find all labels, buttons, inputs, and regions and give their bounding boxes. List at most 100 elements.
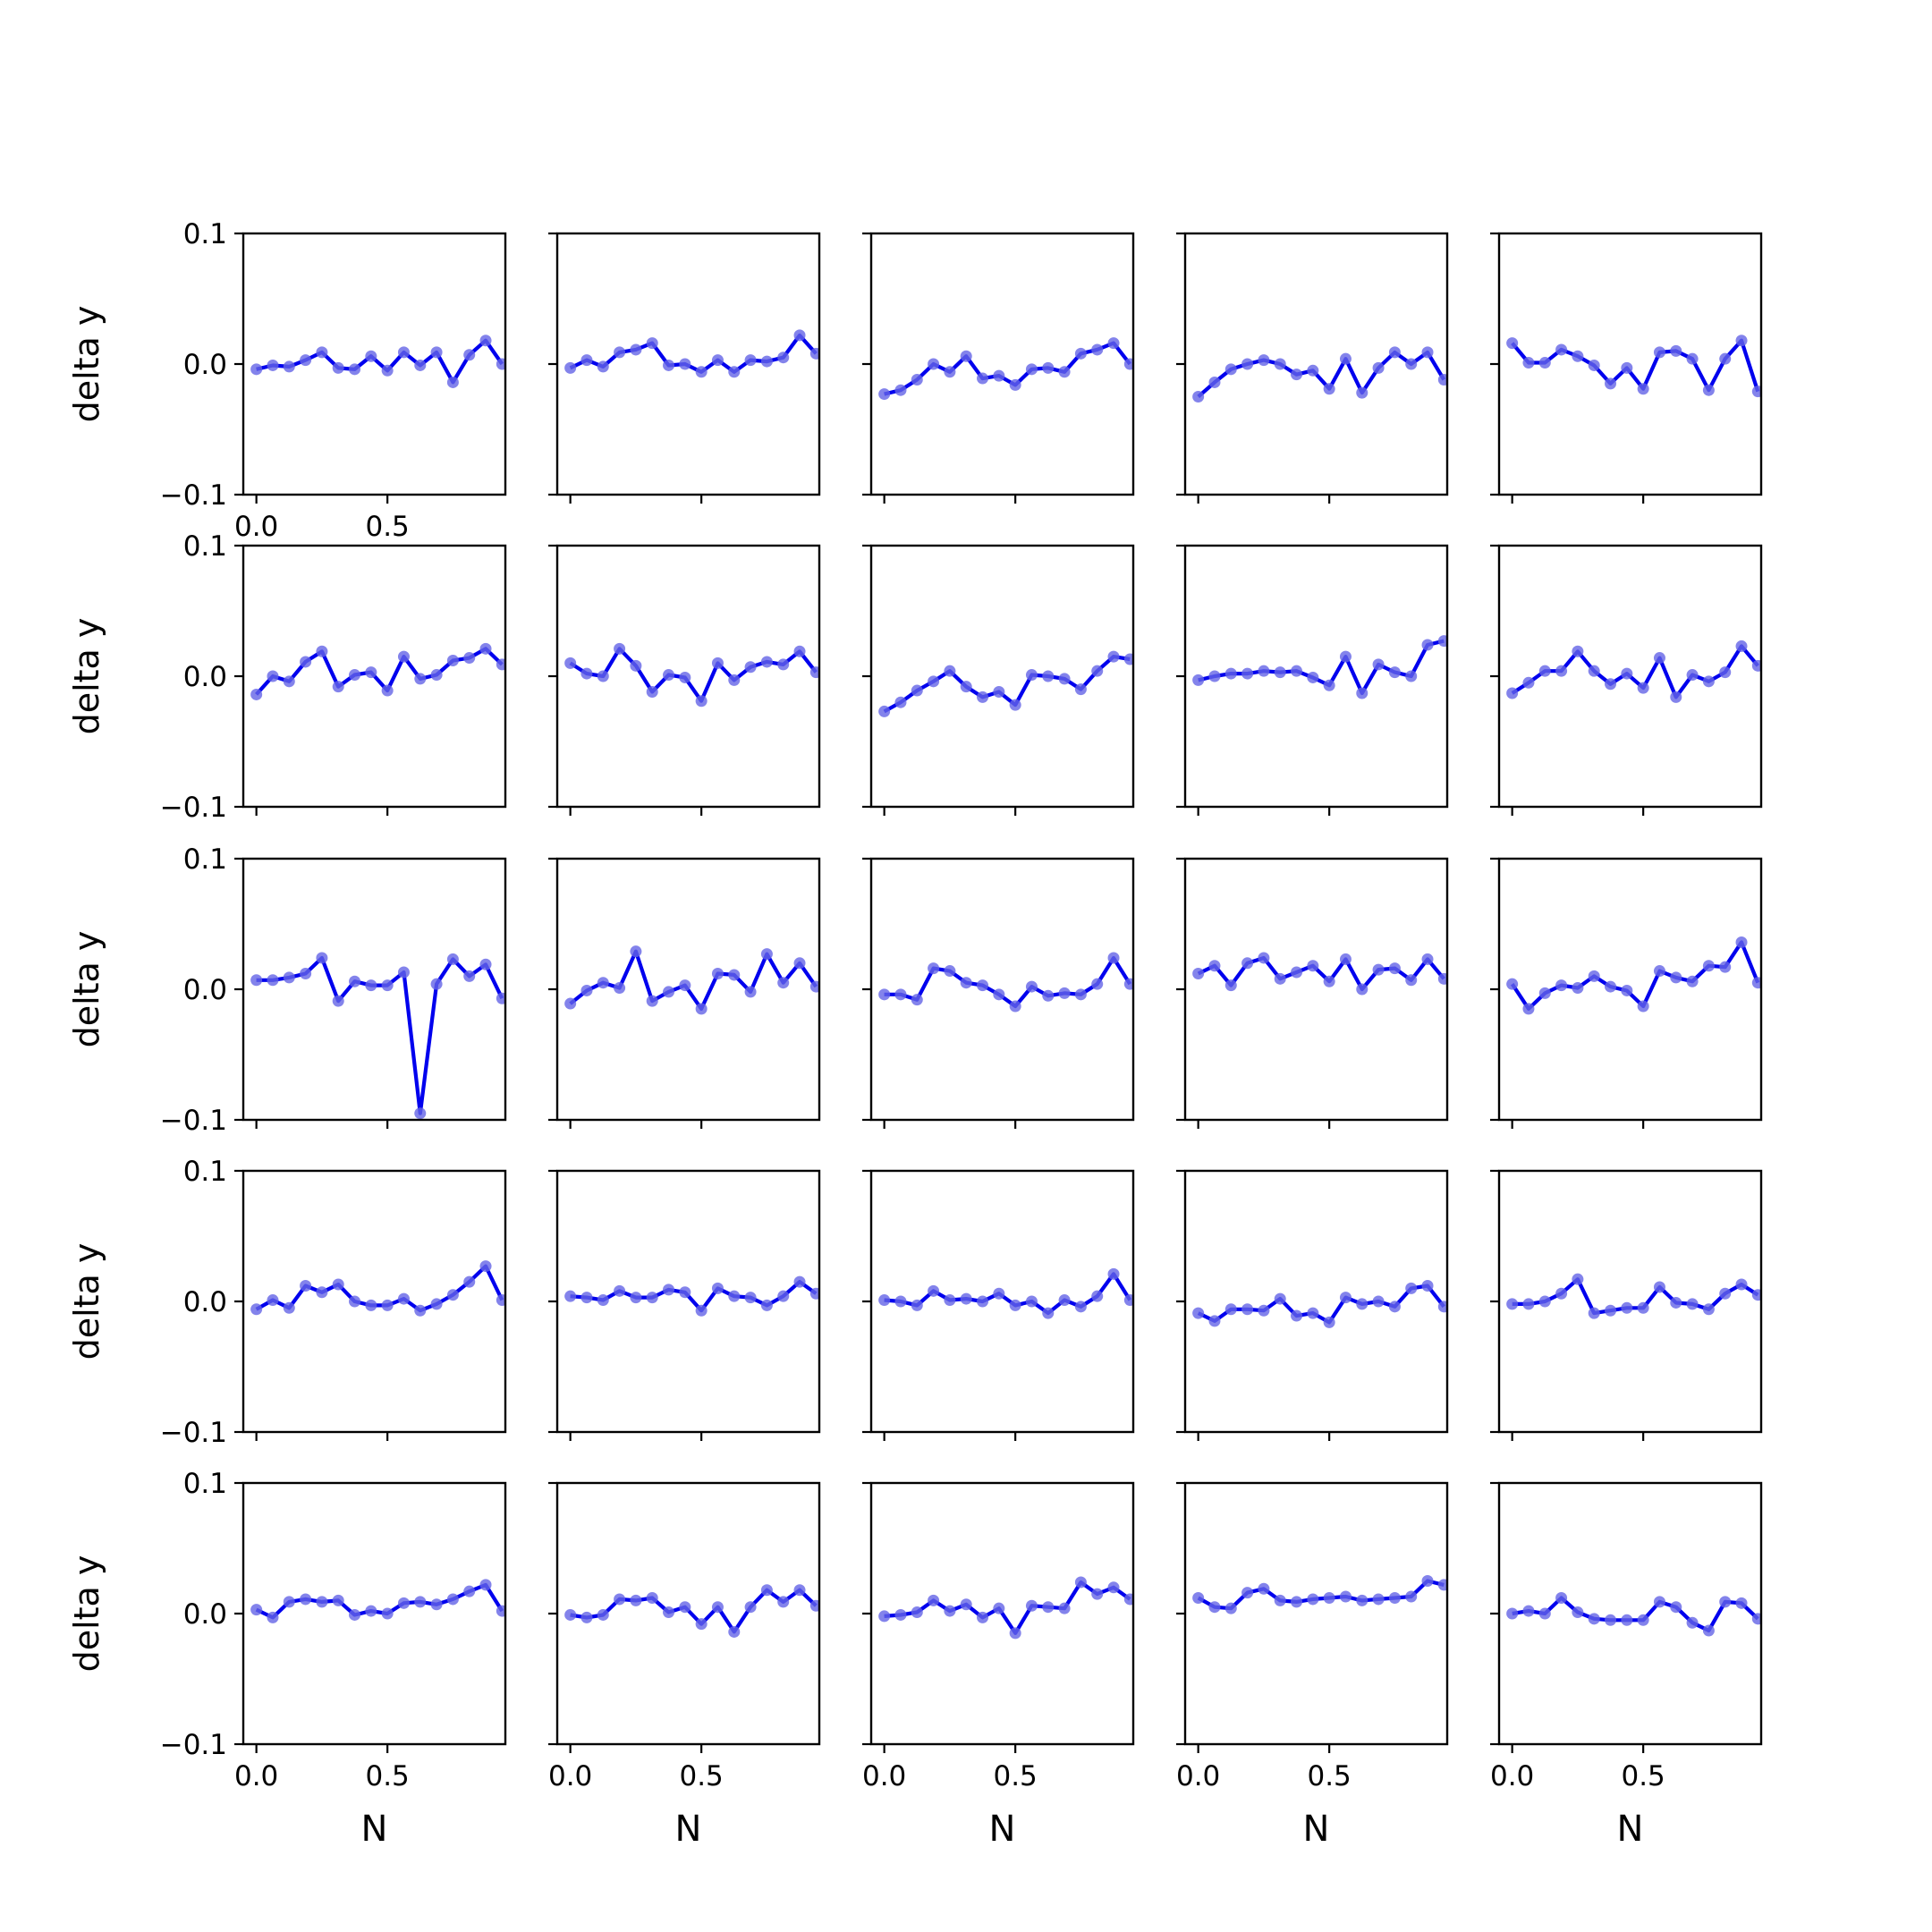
- data-point: [1372, 658, 1385, 671]
- data-point: [777, 352, 790, 364]
- series-line: [884, 1580, 1131, 1636]
- data-point: [1751, 386, 1761, 398]
- plot-area: [250, 642, 505, 700]
- data-point: [630, 1292, 642, 1304]
- data-point: [349, 1608, 361, 1621]
- data-point: [1621, 1614, 1633, 1626]
- plot-area: [564, 945, 819, 1015]
- y-tick-label: −0.1: [160, 1417, 227, 1449]
- data-point: [1637, 1000, 1649, 1013]
- axes-frame: [242, 544, 507, 809]
- data-point: [894, 988, 907, 1001]
- plot-area: [1506, 936, 1761, 1015]
- data-point: [695, 695, 708, 708]
- series-line: [884, 1272, 1132, 1316]
- subplot-5-5: 0.0 0.5 N: [1490, 1481, 1763, 1850]
- series-line: [256, 955, 504, 1115]
- data-point: [663, 669, 675, 682]
- data-point: [1702, 960, 1715, 972]
- plot-area: [1506, 1591, 1761, 1637]
- y-axis-label: delta y: [67, 1555, 106, 1673]
- plot-area: [250, 335, 505, 388]
- series-line: [1511, 644, 1759, 699]
- y-tick-label: 0.1: [183, 530, 227, 563]
- subplot-3-4: [1176, 857, 1449, 1129]
- data-point: [349, 363, 361, 376]
- data-point: [1735, 1597, 1748, 1609]
- data-point: [1208, 1601, 1221, 1614]
- data-point: [977, 1611, 989, 1623]
- subplot-2-4: [1176, 544, 1449, 816]
- data-point: [1555, 343, 1568, 356]
- data-point: [250, 688, 263, 700]
- subplot-5-2: 0.0 0.5 N: [548, 1481, 821, 1850]
- series-line: [570, 1279, 818, 1313]
- data-point: [397, 650, 410, 663]
- data-point: [414, 1596, 427, 1608]
- series-line: [256, 338, 504, 385]
- data-point: [1107, 650, 1120, 663]
- data-point: [1291, 1309, 1303, 1322]
- data-point: [1751, 1613, 1761, 1625]
- data-point: [1339, 1292, 1352, 1304]
- data-point: [1025, 980, 1038, 993]
- data-point: [1323, 1591, 1335, 1604]
- y-tick-label: 0.0: [183, 1286, 227, 1318]
- data-point: [1621, 667, 1633, 680]
- plot-area: [878, 337, 1133, 401]
- data-point: [1735, 640, 1748, 652]
- data-point: [1323, 383, 1335, 395]
- data-point: [695, 366, 708, 378]
- data-point: [793, 329, 806, 342]
- data-point: [1025, 1599, 1038, 1612]
- data-point: [1421, 953, 1434, 965]
- series-line: [1197, 955, 1445, 992]
- data-point: [809, 666, 819, 679]
- data-point: [1224, 363, 1237, 376]
- data-point: [414, 1107, 427, 1120]
- plot-area: [564, 1275, 819, 1317]
- x-tick-label: 0.0: [548, 1760, 592, 1792]
- axes-frame: [869, 857, 1135, 1122]
- data-point: [597, 1608, 609, 1621]
- x-axis-label: N: [1617, 1809, 1644, 1850]
- data-point: [1751, 977, 1761, 989]
- data-point: [300, 354, 312, 367]
- data-point: [1506, 337, 1519, 350]
- series-line: [569, 333, 818, 374]
- y-tick-label: −0.1: [160, 792, 227, 824]
- data-point: [1388, 346, 1401, 359]
- data-point: [397, 1292, 410, 1305]
- x-tick-label: 0.5: [679, 1760, 723, 1792]
- data-point: [349, 975, 361, 987]
- data-point: [1670, 1296, 1682, 1309]
- data-point: [1107, 337, 1120, 350]
- data-point: [250, 974, 263, 987]
- data-point: [349, 669, 361, 682]
- plot-area: [564, 329, 819, 378]
- data-point: [1522, 676, 1535, 689]
- subplot-1-3: [862, 232, 1135, 504]
- data-point: [960, 1292, 972, 1305]
- data-point: [1506, 1607, 1519, 1620]
- data-point: [744, 354, 757, 367]
- data-point: [1009, 1299, 1021, 1311]
- data-point: [496, 1605, 505, 1617]
- plot-area: [1192, 1575, 1447, 1614]
- data-point: [928, 358, 940, 370]
- data-point: [267, 670, 279, 682]
- data-point: [1702, 1624, 1715, 1637]
- data-point: [1224, 979, 1237, 992]
- data-point: [960, 350, 972, 362]
- data-point: [381, 364, 394, 377]
- y-tick-label: 0.0: [183, 1598, 227, 1631]
- plot-area: [1506, 335, 1761, 398]
- subplot-4-5: [1490, 1169, 1763, 1441]
- data-point: [1009, 699, 1021, 711]
- data-point: [695, 1304, 708, 1317]
- data-point: [1670, 691, 1682, 703]
- data-point: [1653, 965, 1665, 978]
- data-point: [446, 654, 459, 666]
- data-point: [381, 979, 394, 992]
- data-point: [316, 1596, 328, 1608]
